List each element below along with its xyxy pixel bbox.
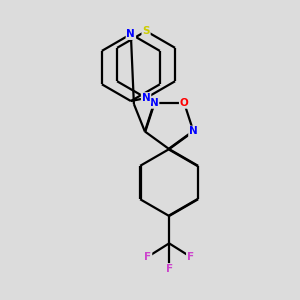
Text: N: N [189, 126, 198, 136]
Text: N: N [142, 93, 150, 103]
Text: F: F [187, 252, 194, 262]
Text: S: S [142, 26, 150, 36]
Text: F: F [166, 264, 173, 274]
Text: N: N [150, 98, 158, 108]
Text: O: O [180, 98, 188, 108]
Text: N: N [127, 29, 135, 39]
Text: F: F [144, 252, 152, 262]
